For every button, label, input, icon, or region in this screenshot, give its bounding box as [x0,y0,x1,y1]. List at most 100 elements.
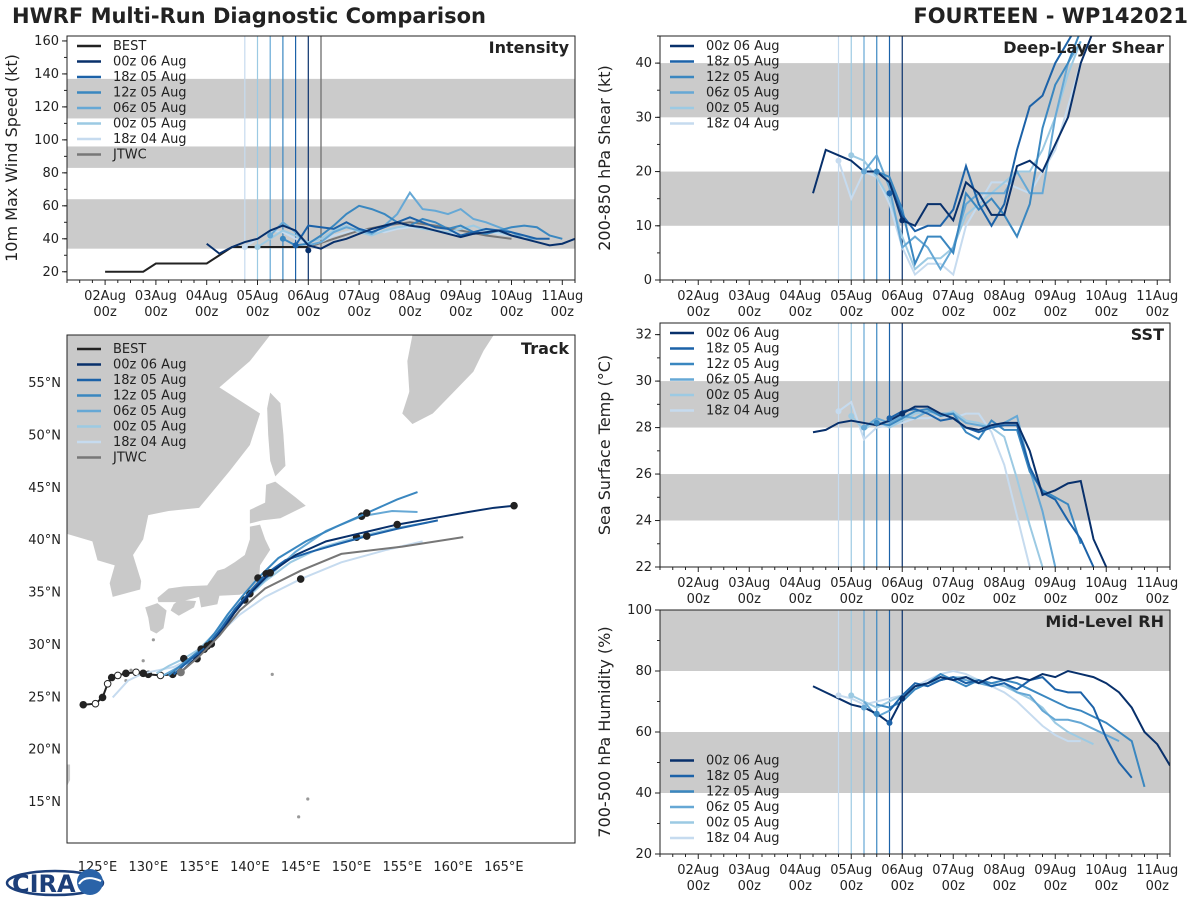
track-lat-label: 35°N [28,586,61,601]
track-best-point [103,679,112,688]
kyushu-land [145,603,167,634]
rh-xtick-day: 09Aug [1034,863,1076,878]
track-lon-label: 140°E [230,860,270,875]
island-land [151,638,155,642]
intensity-xtick-hour: 00z [398,305,422,320]
track-lon-label: 160°E [433,860,473,875]
track-legend-label: 18z 04 Aug [113,435,187,450]
shear-title: Deep-Layer Shear [1003,38,1164,57]
track-lon-label: 155°E [383,860,423,875]
intensity-init-marker [254,244,261,251]
rh-init-marker [899,695,906,702]
rh-xtick-day: 05Aug [830,863,872,878]
track-best-point [114,671,122,680]
shear-series-line [850,41,1082,271]
shear-xtick-day: 08Aug [983,289,1025,304]
sst-xtick-day: 09Aug [1034,576,1076,591]
sst-legend-label: 12z 05 Aug [706,357,780,372]
sst-init-marker [861,424,867,431]
island-land [306,797,310,801]
storm-id-title: FOURTEEN - WP142021 [913,4,1188,28]
sst-xtick-hour: 00z [1146,592,1170,607]
shear-xtick-hour: 00z [993,305,1017,320]
rh-xtick-hour: 00z [942,879,966,894]
shear-ytick-label: 10 [635,219,652,234]
sst-xtick-hour: 00z [789,592,813,607]
rh-shade-band [660,610,1170,671]
intensity-xtick-day: 06Aug [287,289,329,304]
intensity-xtick-hour: 00z [297,305,321,320]
intensity-xtick-hour: 00z [195,305,219,320]
sst-xtick-day: 07Aug [932,576,974,591]
track-best-point [98,693,107,702]
shear-xtick-hour: 00z [840,305,864,320]
sst-ytick-label: 26 [635,467,652,482]
sst-xtick-hour: 00z [687,592,711,607]
shear-plot-area [812,36,1093,277]
shear-ylabel: 200-850 hPa Shear (kt) [595,65,614,251]
cira-logo-text: CIRA [12,870,76,898]
rh-ylabel: 700-500 hPa Humidity (%) [595,626,614,837]
sst-shade-band [660,381,1170,428]
rh-ytick-label: 100 [627,603,652,618]
track-series-point [266,568,275,577]
rh-xtick-hour: 00z [1095,879,1119,894]
track-lon-label: 165°E [484,860,524,875]
rh-series-line [838,669,1081,743]
shear-init-marker [848,152,855,159]
sst-ytick-label: 28 [635,421,652,436]
track-lon-label: 145°E [281,860,321,875]
rh-xtick-day: 08Aug [983,863,1025,878]
intensity-xtick-day: 08Aug [389,289,431,304]
shear-shade-band [660,171,1170,226]
rh-legend-label: 18z 04 Aug [706,831,780,846]
sst-xtick-hour: 00z [993,592,1017,607]
track-legend-label: JTWC [112,451,147,466]
rh-init-marker [873,710,880,717]
rh-xtick-day: 11Aug [1136,863,1178,878]
intensity-legend-label: 18z 05 Aug [113,70,187,85]
shikoku-land [170,599,197,616]
intensity-xtick-day: 05Aug [237,289,279,304]
figure-title: HWRF Multi-Run Diagnostic Comparison [12,4,487,28]
intensity-legend-label: 00z 06 Aug [113,55,187,70]
rh-init-marker [848,692,855,699]
rh-shade-band [660,732,1170,793]
shear-xtick-day: 09Aug [1034,289,1076,304]
intensity-xtick-hour: 00z [347,305,371,320]
intensity-series-line [294,216,550,246]
track-best-point [91,699,100,708]
rh-xtick-day: 02Aug [677,863,719,878]
shear-init-marker [861,168,867,175]
luzon-land [67,764,71,812]
track-jtwc-point [176,668,185,677]
sst-ytick-label: 30 [635,374,652,389]
shear-legend-label: 00z 06 Aug [706,39,780,54]
track-series-point [393,520,402,529]
shear-init-marker [886,190,893,197]
shear-legend-label: 00z 05 Aug [706,101,780,116]
rh-xtick-hour: 00z [1146,879,1170,894]
shear-xtick-hour: 00z [738,305,762,320]
track-best-line [83,671,182,706]
shear-xtick-day: 11Aug [1136,289,1178,304]
rh-xtick-day: 03Aug [728,863,770,878]
shear-init-marker [873,168,880,175]
track-series-point [510,501,518,510]
kamchatka-land [407,335,494,425]
sst-series-line [812,405,1108,567]
rh-ytick-label: 80 [635,664,652,679]
sst-xtick-hour: 00z [942,592,966,607]
intensity-xtick-hour: 00z [449,305,473,320]
track-frame [66,334,576,844]
track-lat-label: 50°N [28,429,61,444]
track-lon-label: 135°E [179,860,219,875]
sst-xtick-day: 11Aug [1136,576,1178,591]
rh-series-line [812,669,1170,767]
intensity-init-marker [241,244,248,251]
intensity-init-marker [267,232,274,239]
intensity-xtick-day: 09Aug [440,289,482,304]
track-panel: 15°N20°N25°N30°N35°N40°N45°N50°N55°N125°… [28,334,576,875]
rh-xtick-day: 06Aug [881,863,923,878]
